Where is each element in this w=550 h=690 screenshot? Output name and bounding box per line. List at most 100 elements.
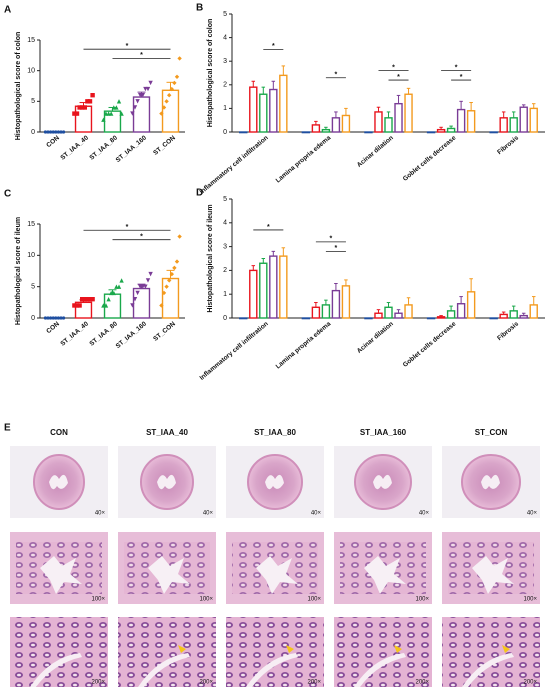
y-tick-label: 1 (223, 105, 227, 112)
bar (132, 287, 151, 319)
bar (132, 96, 151, 133)
lumen (481, 474, 500, 490)
lumen (462, 653, 514, 687)
column-header: CON (50, 428, 68, 437)
x-tick-label: CON (45, 320, 61, 335)
y-tick-label: 1 (223, 291, 227, 298)
micrograph (334, 617, 432, 687)
data-point (59, 130, 63, 134)
data-point (172, 80, 177, 86)
image-bg (334, 617, 432, 687)
significance-label: * (140, 234, 143, 241)
y-tick-label: 10 (27, 68, 35, 75)
data-point (116, 99, 122, 104)
bar (384, 306, 393, 319)
data-point (164, 284, 169, 289)
y-tick-label: 3 (223, 243, 227, 250)
magnification-label: 100× (415, 597, 429, 603)
micrograph (10, 446, 108, 518)
data-point (72, 111, 77, 116)
x-tick-label: ST_IAA_160 (115, 134, 149, 164)
column-header: ST_IAA_80 (254, 428, 296, 437)
y-tick-label: 2 (223, 82, 227, 89)
bar (269, 88, 278, 133)
micrograph (10, 532, 108, 604)
magnification-label: 40× (311, 511, 322, 517)
bar (321, 304, 331, 319)
data-point (80, 297, 85, 302)
data-point (148, 80, 153, 86)
bar (466, 110, 476, 133)
lumen (49, 474, 68, 490)
panel-label: B (196, 3, 203, 14)
micrograph (442, 532, 540, 604)
y-axis-title: Histopathological score of colon (15, 32, 22, 141)
x-tick-label: ST_IAA_40 (59, 320, 90, 347)
lumen (265, 474, 284, 490)
data-point (177, 234, 182, 239)
bar (394, 102, 403, 133)
bar (341, 114, 351, 133)
data-point (85, 297, 90, 302)
data-point (145, 278, 151, 283)
image-bg (10, 617, 108, 687)
data-point (167, 93, 172, 98)
x-tick-label: ST_IAA_40 (59, 134, 90, 161)
x-tick-label: Fibrosis (496, 134, 520, 156)
data-point (43, 130, 48, 134)
data-point (49, 316, 53, 320)
image-bg (442, 617, 540, 687)
micrograph (226, 617, 324, 687)
data-point (161, 105, 167, 110)
significance-label: * (140, 52, 143, 59)
y-tick-label: 5 (31, 98, 35, 105)
y-axis-title: Histopathological score of ileum (207, 204, 214, 312)
micrograph (118, 446, 216, 518)
data-point (82, 297, 87, 302)
micrograph (10, 617, 108, 687)
data-point (43, 316, 48, 320)
arrow (502, 645, 510, 653)
significance-label: * (126, 224, 129, 231)
micrograph (118, 532, 216, 604)
significance-label: * (397, 74, 400, 81)
data-point (87, 297, 93, 302)
bar (436, 316, 446, 319)
bar (456, 303, 466, 319)
column-header: ST_IAA_40 (146, 428, 188, 437)
bar (321, 128, 331, 133)
significance-label: * (267, 224, 270, 231)
lumen (472, 556, 514, 594)
data-point (119, 278, 124, 283)
data-point (51, 130, 55, 134)
bar (259, 93, 268, 133)
bar (436, 128, 446, 133)
data-point (169, 86, 174, 92)
panel-label: A (4, 5, 11, 16)
micrograph (118, 617, 216, 687)
bar (446, 310, 456, 319)
bar (529, 107, 538, 133)
arrow (394, 645, 402, 653)
y-tick-label: 15 (27, 221, 35, 228)
data-point (167, 278, 172, 283)
data-point (46, 130, 50, 134)
bar (341, 285, 351, 319)
data-point (109, 111, 114, 116)
data-point (140, 93, 145, 98)
x-tick-label: Lamina propria edema (275, 320, 333, 370)
bar (519, 106, 528, 133)
bar (259, 262, 268, 319)
bar (161, 89, 180, 133)
data-point (90, 297, 95, 302)
bar (404, 304, 413, 319)
data-point (164, 99, 169, 104)
y-tick-label: 0 (223, 129, 227, 136)
data-point (159, 111, 164, 116)
y-tick-label: 4 (223, 34, 227, 41)
y-tick-label: 10 (27, 252, 35, 259)
y-tick-label: 0 (31, 129, 35, 136)
magnification-label: 40× (203, 511, 214, 517)
magnification-label: 200× (415, 680, 429, 686)
data-point (51, 316, 55, 320)
